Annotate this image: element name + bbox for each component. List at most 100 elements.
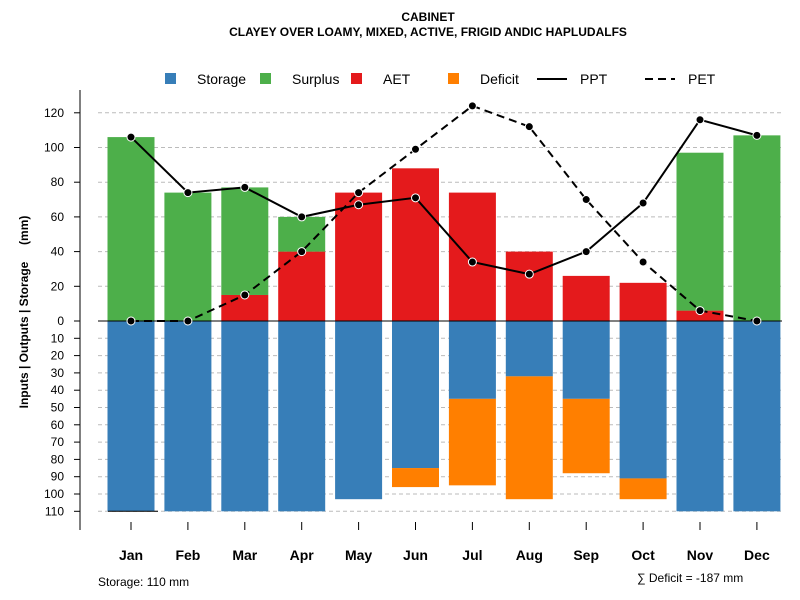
bar-aet — [619, 282, 667, 321]
y-tick-label: 70 — [51, 435, 65, 449]
point-pet — [354, 188, 364, 198]
x-tick-label: Aug — [516, 547, 543, 563]
bars — [107, 135, 781, 512]
bar-deficit — [448, 398, 496, 486]
point-ppt — [297, 212, 307, 222]
bar-aet — [676, 310, 724, 321]
x-tick-label: Jan — [119, 547, 143, 563]
bar-surplus — [107, 137, 155, 321]
bar-aet — [278, 251, 326, 321]
bar-aet — [562, 275, 610, 321]
point-pet — [411, 144, 420, 154]
series-line-pet — [131, 104, 758, 322]
bar-surplus — [164, 192, 212, 321]
y-tick-label: 80 — [51, 175, 65, 189]
y-tick-label: 60 — [51, 418, 65, 432]
y-tick-label: 100 — [44, 141, 64, 155]
bar-storage — [278, 321, 326, 512]
point-ppt — [581, 247, 591, 257]
x-tick-label: Jun — [403, 547, 428, 563]
x-tick-label: Mar — [232, 547, 257, 563]
chart-subtitle: CLAYEY OVER LOAMY, MIXED, ACTIVE, FRIGID… — [229, 25, 627, 39]
bar-surplus — [733, 135, 781, 321]
legend-swatch-surplus — [260, 73, 271, 84]
legend-swatch-aet — [351, 73, 362, 84]
y-tick-label: 30 — [51, 366, 65, 380]
x-tick-label: Oct — [631, 547, 655, 563]
y-axis-label: Inputs | Outputs | Storage (mm) — [17, 216, 31, 409]
x-tick-label: Feb — [175, 547, 200, 563]
point-ppt — [467, 257, 477, 267]
bar-aet — [448, 192, 496, 321]
series-line-ppt — [130, 118, 758, 276]
bar-deficit — [392, 468, 439, 488]
bar-aet — [392, 168, 439, 321]
point-pet — [752, 316, 762, 326]
x-tick-label: Jul — [462, 547, 482, 563]
bar-deficit — [562, 398, 610, 474]
bar-storage — [392, 321, 439, 469]
point-pet — [695, 306, 705, 316]
legend-label: AET — [383, 71, 411, 87]
bar-storage — [733, 321, 781, 512]
bar-surplus — [676, 152, 724, 311]
y-tick-label: 50 — [51, 401, 65, 415]
point-pet — [638, 257, 648, 267]
legend: Storage Surplus AET Deficit PPT PET — [165, 71, 716, 87]
deficit-note: ∑ Deficit = -187 mm — [637, 571, 743, 585]
axes: 0 20 40 60 80 100 120 10 20 30 40 50 60 70 80 90 100 110 J… — [44, 90, 782, 563]
point-ppt — [524, 269, 534, 279]
point-pet — [240, 290, 250, 300]
point-pet — [126, 316, 136, 326]
bar-aet — [505, 251, 553, 321]
y-tick-label: 90 — [51, 470, 65, 484]
y-tick-label: 80 — [51, 452, 65, 466]
point-ppt — [752, 130, 762, 140]
y-tick-label: 40 — [51, 383, 65, 397]
storage-note: Storage: 110 mm — [98, 575, 189, 589]
legend-label: Storage — [197, 71, 246, 87]
point-pet — [183, 316, 193, 326]
bar-storage — [335, 321, 383, 500]
legend-label: PET — [688, 71, 716, 87]
point-ppt — [695, 115, 705, 125]
y-tick-label: 120 — [44, 106, 64, 120]
x-tick-label: Apr — [290, 547, 315, 563]
point-ppt — [638, 198, 648, 208]
x-tick-label: Nov — [687, 547, 714, 563]
y-tick-label: 60 — [51, 210, 65, 224]
point-ppt — [126, 132, 136, 142]
y-tick-label: 10 — [51, 331, 65, 345]
point-ppt — [354, 200, 364, 210]
chart-title: CABINET — [401, 10, 455, 24]
y-tick-label: 20 — [51, 349, 65, 363]
y-tick-label: 100 — [44, 487, 64, 501]
x-tick-label: Dec — [744, 547, 770, 563]
legend-swatch-deficit — [448, 73, 459, 84]
point-pet — [524, 122, 534, 132]
legend-label: Deficit — [480, 71, 519, 87]
legend-label: Surplus — [292, 71, 339, 87]
series-lines — [126, 101, 762, 326]
point-ppt — [183, 188, 193, 198]
y-tick-label: 110 — [45, 504, 64, 518]
legend-label: PPT — [580, 71, 608, 87]
bar-deficit — [505, 376, 553, 500]
bar-aet — [335, 192, 383, 321]
x-tick-label: Sep — [573, 547, 599, 563]
grid-lines — [98, 112, 782, 512]
bar-storage — [448, 321, 496, 399]
bar-storage — [221, 321, 269, 512]
y-tick-label: 40 — [51, 245, 65, 259]
bar-storage — [619, 321, 667, 479]
bar-deficit — [619, 478, 667, 500]
y-tick-label: 20 — [51, 279, 65, 293]
point-pet — [581, 195, 591, 205]
y-tick-label: 0 — [57, 314, 64, 328]
point-pet — [467, 101, 477, 111]
bar-storage — [164, 321, 212, 512]
point-ppt — [411, 193, 420, 203]
bar-storage — [676, 321, 724, 512]
bar-storage — [107, 321, 155, 512]
